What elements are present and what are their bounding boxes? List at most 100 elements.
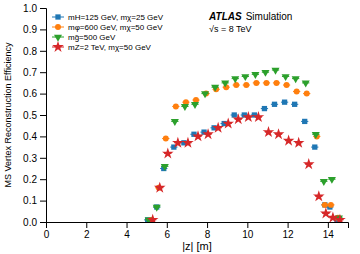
- tick-mark: [40, 158, 46, 159]
- y-axis: 0.0 0.1 0.2 0.3 0.4 0.5 0.6 0.7 0.8 0.9 1.0: [23, 3, 46, 228]
- point: [221, 81, 229, 88]
- tick-label: 0.4: [23, 131, 37, 142]
- point: [283, 135, 295, 146]
- annotation: Simulation: [246, 11, 293, 22]
- y-axis-line: [40, 9, 47, 223]
- point: [182, 137, 194, 148]
- tick-mark: [40, 115, 46, 116]
- tick-mark: [40, 201, 46, 202]
- tick: 0.8: [23, 46, 46, 57]
- tick-mark: [127, 222, 128, 228]
- point: [294, 88, 300, 94]
- point: [163, 136, 169, 142]
- series: [147, 111, 346, 222]
- tick-mark: [40, 29, 46, 30]
- point: [211, 85, 219, 92]
- legend-entry: mH=125 GeV, mχ=25 GeV: [52, 13, 164, 22]
- tick: 12: [283, 222, 295, 240]
- point: [253, 111, 265, 122]
- tick-mark: [247, 222, 248, 228]
- point: [327, 212, 339, 222]
- tick-mark: [207, 222, 208, 228]
- point: [154, 182, 166, 193]
- tick-label: 12: [283, 229, 295, 240]
- point: [261, 70, 269, 77]
- x-axis: 02468101214: [44, 222, 349, 240]
- point: [302, 81, 310, 88]
- point: [274, 80, 280, 86]
- legend-label: mZ=2 TeV, mχ=50 GeV: [68, 43, 152, 52]
- annotation: ATLAS: [208, 11, 242, 22]
- point: [201, 91, 209, 98]
- point: [233, 82, 239, 88]
- series: [144, 100, 341, 222]
- tick-mark: [40, 94, 46, 95]
- point: [282, 74, 290, 81]
- point: [251, 72, 259, 79]
- tick: 0.5: [23, 110, 46, 121]
- point: [173, 103, 179, 109]
- tick: 0.1: [23, 195, 46, 206]
- point: [191, 102, 199, 109]
- tick: 10: [242, 222, 254, 240]
- tick-mark: [328, 222, 329, 228]
- legend-entry: mg̃=500 GeV: [52, 33, 116, 42]
- point: [284, 82, 290, 88]
- tick: 0.0: [23, 217, 46, 228]
- point: [272, 102, 277, 107]
- tick-label: 2: [84, 229, 90, 240]
- legend-label: mφ=600 GeV, mχ=50 GeV: [68, 23, 163, 32]
- x-axis-line: [47, 223, 349, 229]
- legend: mH=125 GeV, mχ=25 GeVmφ=600 GeV, mχ=50 G…: [52, 13, 164, 52]
- point: [273, 128, 285, 139]
- point: [222, 117, 234, 128]
- point: [282, 100, 287, 105]
- tick-mark: [40, 8, 46, 9]
- point: [328, 177, 336, 184]
- tick: 0.2: [23, 174, 46, 185]
- point: [313, 190, 325, 201]
- tick: 8: [205, 222, 211, 240]
- point: [334, 214, 346, 222]
- tick: 6: [165, 222, 171, 240]
- tick-label: 0.0: [23, 217, 37, 228]
- legend-label: mH=125 GeV, mχ=25 GeV: [68, 13, 164, 22]
- point: [243, 111, 255, 122]
- tick-label: 0.1: [23, 195, 37, 206]
- point: [232, 112, 237, 117]
- tick-label: 0.6: [23, 88, 37, 99]
- point: [161, 164, 169, 171]
- tick-label: 0.5: [23, 110, 37, 121]
- tick-label: 6: [165, 229, 171, 240]
- annotation: √s = 8 TeV: [209, 24, 252, 34]
- point: [303, 158, 315, 169]
- tick: 1.0: [23, 3, 46, 14]
- series: [145, 68, 343, 222]
- tick: 0.9: [23, 24, 46, 35]
- tick-label: 4: [124, 229, 130, 240]
- tick: 2: [84, 222, 90, 240]
- point: [162, 147, 174, 158]
- legend-symbol: [54, 35, 62, 42]
- point: [292, 76, 300, 83]
- tick: 0.6: [23, 88, 46, 99]
- point: [262, 106, 267, 111]
- legend-entry: mZ=2 TeV, mχ=50 GeV: [52, 41, 152, 52]
- point: [263, 80, 269, 86]
- tick: 0.3: [23, 153, 46, 164]
- point: [232, 113, 244, 124]
- tick: 0.4: [23, 131, 46, 142]
- tick-label: 1.0: [23, 3, 37, 14]
- point: [147, 214, 159, 222]
- marks: [144, 68, 346, 222]
- point: [263, 126, 275, 137]
- plot: 024681012140.00.10.20.30.40.50.60.70.80.…: [23, 3, 348, 240]
- tick-label: 0.2: [23, 174, 37, 185]
- point: [312, 132, 320, 139]
- point: [172, 137, 184, 148]
- tick-label: 0.7: [23, 67, 37, 78]
- tick-label: 14: [323, 229, 335, 240]
- legend-symbol: [55, 24, 61, 30]
- tick-mark: [40, 222, 46, 223]
- legend-label: mg̃=500 GeV: [68, 33, 116, 42]
